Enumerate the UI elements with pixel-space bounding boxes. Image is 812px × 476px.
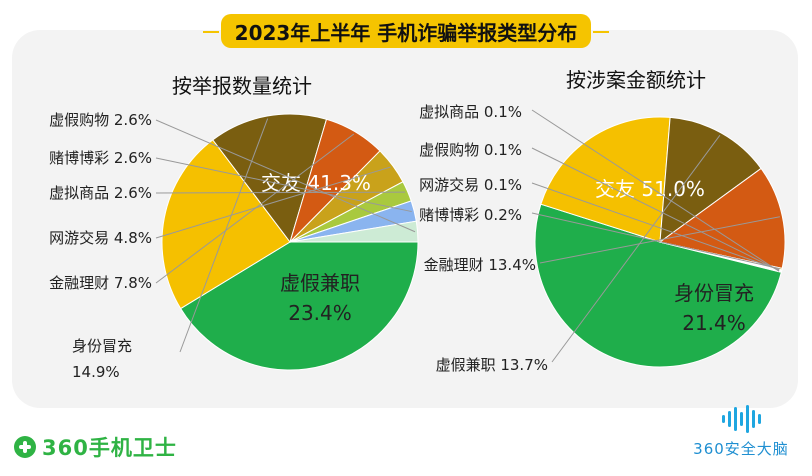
pie1-label-3: 金融理财 13.4% bbox=[424, 256, 536, 274]
pie0-label-6: 赌博博彩 2.6% bbox=[49, 149, 152, 167]
pie0-label-2: 身份冒充 bbox=[72, 337, 132, 355]
plus-logo-icon bbox=[14, 436, 36, 458]
pie1-leader-3 bbox=[539, 216, 780, 264]
page-title: 2023年上半年 手机诈骗举报类型分布 bbox=[203, 14, 609, 48]
waveform-logo-icon bbox=[721, 404, 761, 434]
pie0-slice-7 bbox=[289, 220, 419, 243]
brand-right-text: 360安全大脑 bbox=[693, 440, 789, 458]
pie0-leader-7 bbox=[155, 119, 416, 233]
pie0-label-2: 14.9% bbox=[72, 363, 120, 381]
pie1-leader-5 bbox=[531, 182, 780, 271]
pie0-slice-2 bbox=[212, 113, 328, 244]
pie1-label-1: 21.4% bbox=[682, 311, 746, 335]
pie1-leader-7 bbox=[531, 109, 780, 272]
pie0-leader-4 bbox=[155, 166, 391, 239]
pie0-label-1: 虚假兼职 bbox=[280, 271, 360, 295]
pie1-slice-1 bbox=[540, 116, 671, 243]
pie1-slice-3 bbox=[658, 167, 786, 270]
pie0-label-1: 23.4% bbox=[288, 301, 352, 325]
pie0-leader-2 bbox=[179, 118, 269, 353]
pie1-label-1: 身份冒充 bbox=[674, 281, 754, 305]
pie0-leader-5 bbox=[155, 191, 406, 194]
pie0-label-5: 虚拟商品 2.6% bbox=[49, 184, 152, 202]
pie1-slice-0 bbox=[534, 203, 782, 368]
pie1-label-2: 虚假兼职 13.7% bbox=[436, 356, 548, 374]
pie1-slice-2 bbox=[659, 116, 762, 244]
chart-title-count: 按举报数量统计 bbox=[172, 74, 312, 98]
pie0-label-4: 网游交易 4.8% bbox=[49, 229, 152, 247]
pie1-label-7: 虚拟商品 0.1% bbox=[419, 103, 522, 121]
pie1-slice-7 bbox=[659, 241, 783, 273]
page-title-text: 2023年上半年 手机诈骗举报类型分布 bbox=[234, 20, 578, 45]
pie1-label-0: 交友 51.0% bbox=[595, 177, 705, 201]
pie1-label-6: 虚假购物 0.1% bbox=[419, 141, 522, 159]
pie1-leader-2 bbox=[551, 134, 721, 363]
chart-title-amount: 按涉案金额统计 bbox=[566, 68, 706, 92]
pie0-label-3: 金融理财 7.8% bbox=[49, 274, 152, 292]
pie0-label-7: 虚假购物 2.6% bbox=[49, 111, 152, 129]
pie0-leader-6 bbox=[155, 157, 412, 213]
brand-360-security-brain: 360安全大脑 bbox=[686, 404, 796, 464]
pie0-label-0: 交友 41.3% bbox=[261, 171, 371, 195]
brand-left-text: 360手机卫士 bbox=[42, 436, 177, 460]
pie1-label-5: 网游交易 0.1% bbox=[419, 176, 522, 194]
pie0-slice-0 bbox=[179, 241, 419, 371]
pie1-leader-4 bbox=[531, 212, 780, 270]
pie1-label-4: 赌博博彩 0.2% bbox=[419, 206, 522, 224]
brand-360-mobile-guard: 360手机卫士 bbox=[14, 432, 177, 462]
pie1-leader-6 bbox=[531, 147, 780, 271]
pie0-slice-1 bbox=[161, 139, 291, 310]
